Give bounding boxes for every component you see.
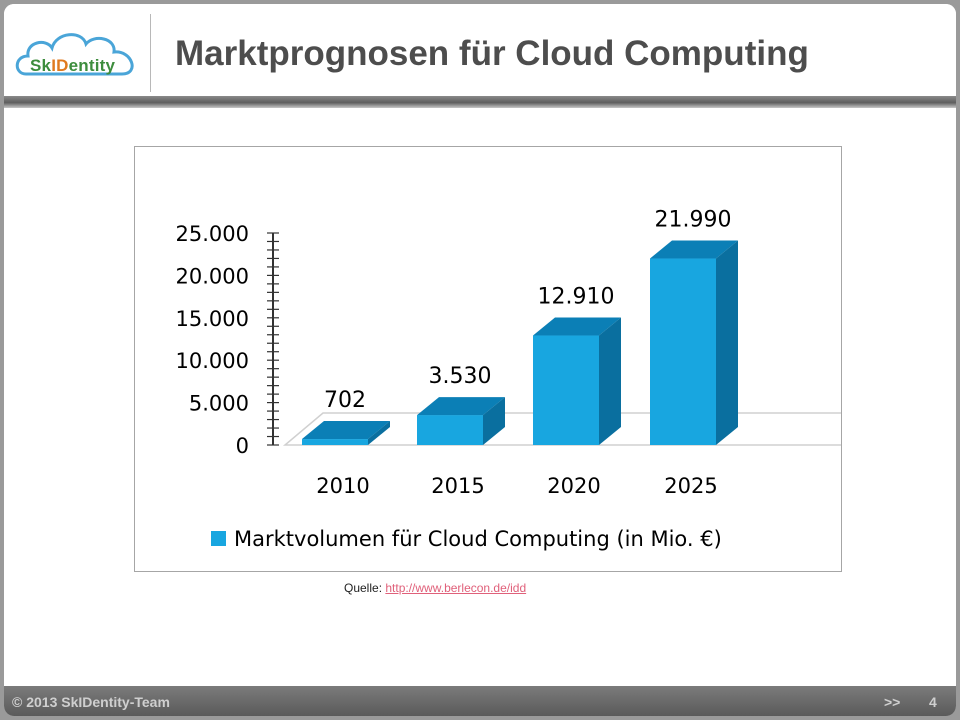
y-tick-label: 25.000 [176, 222, 249, 246]
header-divider [150, 14, 151, 92]
data-label-2015: 3.530 [429, 364, 492, 389]
bar-2025-front [650, 258, 716, 445]
data-label-2020: 12.910 [538, 285, 615, 310]
bar-2025-side [716, 240, 738, 445]
footer-copyright: © 2013 SkIDentity-Team [12, 694, 170, 710]
chart-frame: 0 5.000 10.000 15.000 20.000 25.000 702 2010 3.5… [134, 146, 842, 572]
bar-2010-front [302, 439, 368, 445]
data-label-2010: 702 [324, 388, 366, 413]
header-bar [4, 96, 956, 108]
cloud-icon [15, 33, 134, 76]
y-tick-label: 10.000 [176, 349, 249, 373]
bar-2015-front [417, 415, 483, 445]
source-link[interactable]: http://www.berlecon.de/idd [385, 581, 527, 595]
page-title: Marktprognosen für Cloud Computing [175, 34, 809, 73]
bar-2010-top [302, 421, 390, 440]
bar-chart: 0 5.000 10.000 15.000 20.000 25.000 702 2010 3.5… [176, 208, 841, 551]
logo-text-a: Sk [30, 56, 52, 75]
source-line: Quelle: http://www.berlecon.de/idd [344, 581, 526, 595]
y-tick-label: 0 [236, 434, 249, 458]
logo-text-b: ID [51, 56, 69, 75]
next-slide-button[interactable]: >> [884, 694, 901, 710]
bar-2020-side [599, 317, 621, 445]
data-label-2025: 21.990 [655, 208, 732, 233]
x-tick-label-2015: 2015 [431, 474, 484, 498]
x-tick-label-2025: 2025 [664, 474, 717, 498]
y-tick-label: 20.000 [176, 264, 249, 288]
bar-2020-top [533, 317, 621, 336]
bar-2010-side [368, 421, 390, 445]
x-tick-label-2020: 2020 [547, 474, 600, 498]
page-number: 4 [929, 694, 937, 710]
x-tick-label-2010: 2010 [316, 474, 369, 498]
logo-wordmark: SkIDentity [30, 56, 115, 76]
legend-label: Marktvolumen für Cloud Computing (in Mio… [234, 527, 722, 551]
bar-2015-side [483, 397, 505, 445]
source-label: Quelle: [344, 581, 383, 595]
bar-2025-top [650, 240, 738, 259]
bar-2015-top [417, 397, 505, 416]
footer: © 2013 SkIDentity-Team >> 4 [4, 686, 956, 716]
slide: SkIDentity Marktprognosen für Cloud Comp… [4, 4, 956, 716]
skidentity-logo: SkIDentity [12, 16, 150, 92]
y-tick-label: 15.000 [176, 307, 249, 331]
legend-swatch [211, 531, 226, 546]
y-tick-label: 5.000 [189, 392, 249, 416]
logo-text-c: entity [68, 56, 116, 75]
slide-header: SkIDentity Marktprognosen für Cloud Comp… [4, 4, 956, 96]
bar-2020-front [533, 335, 599, 445]
